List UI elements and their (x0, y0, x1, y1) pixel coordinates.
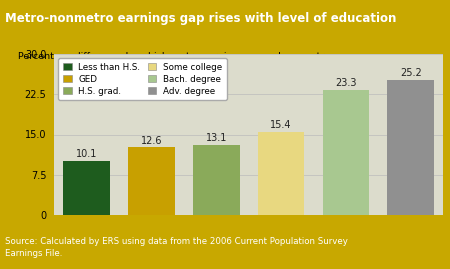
Text: 23.3: 23.3 (335, 78, 357, 88)
Bar (258, 132, 304, 215)
Text: Metro-nonmetro earnings gap rises with level of education: Metro-nonmetro earnings gap rises with l… (5, 12, 397, 25)
Bar (323, 90, 369, 215)
Bar (193, 145, 239, 215)
Bar (128, 147, 175, 215)
Text: Source: Calculated by ERS using data from the 2006 Current Population Survey
Ear: Source: Calculated by ERS using data fro… (5, 237, 348, 258)
Text: Percentage difference by which metro earnings exceed nonmetro: Percentage difference by which metro ear… (18, 52, 330, 61)
Text: 12.6: 12.6 (140, 136, 162, 146)
Text: 25.2: 25.2 (400, 68, 422, 78)
Bar (63, 161, 110, 215)
Text: 13.1: 13.1 (206, 133, 227, 143)
Text: 15.4: 15.4 (270, 121, 292, 130)
Text: 10.1: 10.1 (76, 149, 97, 159)
Bar (387, 80, 434, 215)
Legend: Less than H.S., GED, H.S. grad., Some college, Bach. degree, Adv. degree: Less than H.S., GED, H.S. grad., Some co… (58, 58, 227, 100)
